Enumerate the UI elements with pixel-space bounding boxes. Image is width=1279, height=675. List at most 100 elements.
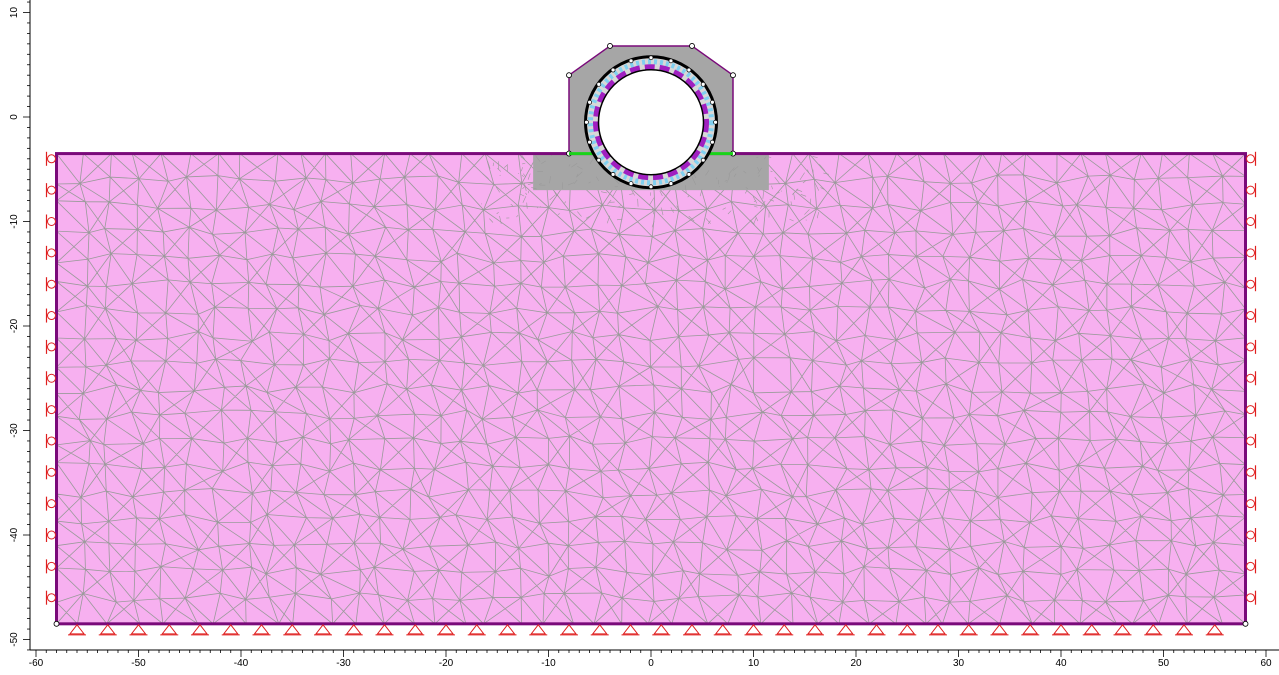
tunnel-node	[700, 157, 706, 163]
pin-triangle-icon	[498, 624, 517, 636]
tunnel-lining	[593, 64, 709, 181]
tunnel-node	[628, 58, 634, 64]
geometry-point	[566, 72, 572, 79]
tunnel-node	[686, 67, 692, 73]
x-tick-label: 60	[1260, 658, 1272, 669]
x-tick-label: 20	[850, 658, 862, 669]
pin-triangle-icon	[283, 624, 302, 636]
geometry-point	[730, 72, 736, 79]
tunnel-node	[596, 81, 602, 87]
roller-icon	[45, 371, 56, 386]
ruler-bottom	[0, 650, 1279, 670]
roller-icon	[1246, 590, 1257, 605]
roller-icon	[45, 183, 56, 198]
y-tick-label: -50	[9, 632, 20, 647]
tunnel-node	[584, 119, 589, 125]
corner-point	[1242, 620, 1249, 627]
roller-icon	[1246, 183, 1257, 198]
pin-triangle-icon	[252, 624, 271, 636]
mesh-elements	[55, 153, 1246, 626]
roller-icon	[1246, 465, 1257, 480]
roller-icon	[45, 308, 56, 323]
tunnel-node	[713, 119, 718, 125]
pin-triangle-icon	[867, 624, 886, 636]
roller-icon	[1246, 151, 1257, 166]
roller-icon	[45, 245, 56, 260]
x-tick-label: -10	[541, 658, 556, 669]
roller-icon	[1246, 371, 1257, 386]
pin-triangle-icon	[1113, 624, 1132, 636]
roller-icon	[45, 402, 56, 417]
roller-icon	[1246, 559, 1257, 574]
roller-icon	[1246, 245, 1257, 260]
pin-triangle-icon	[221, 624, 240, 636]
supports-layer	[45, 151, 1257, 636]
pin-triangle-icon	[529, 624, 548, 636]
roller-icon	[45, 590, 56, 605]
pin-triangle-icon	[406, 624, 425, 636]
tunnel-node	[668, 58, 674, 64]
pin-triangle-icon	[1082, 624, 1101, 636]
geometry-point	[607, 43, 613, 49]
pin-triangle-icon	[191, 624, 209, 636]
tunnel-node	[648, 184, 654, 190]
mesh-layer	[55, 43, 1247, 626]
y-tick-label: 10	[9, 7, 20, 19]
tunnel-liner-marks	[588, 59, 714, 186]
tunnel-opening	[597, 68, 705, 176]
pin-triangle-icon	[560, 624, 578, 636]
pin-triangle-icon	[990, 624, 1009, 636]
pin-triangle-icon	[1052, 624, 1070, 636]
pin-triangle-icon	[683, 624, 701, 636]
tunnel-node	[610, 67, 616, 73]
pin-triangle-icon	[929, 624, 947, 636]
x-tick-label: 10	[748, 658, 760, 669]
y-tick-label: -20	[9, 318, 20, 333]
pin-triangle-icon	[467, 624, 486, 636]
pin-triangle-icon	[1175, 624, 1193, 636]
tunnel-node	[709, 139, 715, 145]
pin-triangle-icon	[590, 624, 609, 636]
pin-triangle-icon	[314, 624, 332, 636]
roller-icon	[45, 496, 56, 511]
pin-triangle-icon	[344, 624, 363, 636]
roller-icon	[1246, 402, 1257, 417]
roller-icon	[1246, 433, 1257, 448]
tunnel-node	[596, 157, 602, 163]
pin-triangle-icon	[959, 624, 978, 636]
tunnel-node	[709, 99, 715, 105]
pin-triangle-icon	[437, 624, 455, 636]
x-tick-label: -30	[336, 658, 351, 669]
pin-triangle-icon	[1021, 624, 1040, 636]
ruler-left	[0, 0, 30, 650]
pin-triangle-icon	[836, 624, 855, 636]
roller-icon	[45, 465, 56, 480]
roller-icon	[1246, 528, 1257, 542]
tunnel-node	[628, 181, 634, 186]
pin-triangle-icon	[898, 624, 917, 636]
roller-icon	[45, 339, 56, 354]
roller-icon	[45, 214, 56, 229]
pin-triangle-icon	[160, 624, 179, 636]
roller-icon	[1246, 308, 1257, 323]
x-tick-label: -40	[234, 658, 249, 669]
roller-icon	[1246, 277, 1257, 292]
pin-triangle-icon	[744, 624, 763, 636]
pin-triangle-icon	[375, 624, 394, 636]
tunnel-node	[587, 139, 593, 145]
pin-triangle-icon	[1205, 624, 1224, 636]
x-tick-label: 40	[1055, 658, 1067, 669]
pin-triangle-icon	[652, 624, 671, 636]
x-tick-label: 50	[1158, 658, 1170, 669]
roller-icon	[1246, 214, 1257, 229]
roller-icon	[45, 151, 56, 166]
roller-icon	[1246, 339, 1257, 354]
tunnel-node	[610, 172, 616, 177]
x-tick-label: 30	[953, 658, 965, 669]
x-tick-label: 0	[648, 658, 654, 669]
x-tick-label: -20	[439, 658, 454, 669]
roller-icon	[45, 433, 56, 448]
